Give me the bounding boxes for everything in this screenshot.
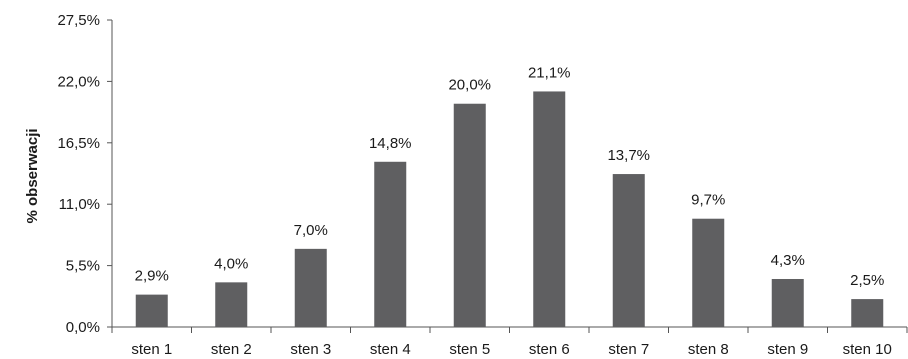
bars bbox=[135, 91, 884, 328]
bar bbox=[771, 278, 804, 327]
bar bbox=[374, 161, 407, 327]
bar bbox=[533, 91, 566, 328]
x-tick-label: sten 2 bbox=[211, 341, 252, 358]
x-tick-label: sten 10 bbox=[843, 341, 892, 358]
bar bbox=[692, 218, 725, 327]
data-label: 4,3% bbox=[771, 252, 805, 269]
bar bbox=[215, 282, 248, 327]
data-labels: 2,9% 4,0% 7,0% 14,8% 20,0% 21,1% 13,7% 9,7% 4,3%… bbox=[135, 64, 885, 289]
data-label: 13,7% bbox=[607, 147, 650, 164]
bar bbox=[612, 174, 645, 327]
y-axis: 0,0% 5,5% 11,0% 16,5% 22,0% 27,5% bbox=[57, 12, 113, 336]
data-label: 21,1% bbox=[528, 64, 571, 81]
data-label: 14,8% bbox=[369, 135, 412, 152]
y-axis-title: % obserwacji bbox=[24, 128, 41, 223]
y-tick-label: 5,5% bbox=[66, 258, 100, 275]
y-tick-label: 0,0% bbox=[66, 319, 100, 336]
bar bbox=[135, 294, 168, 327]
data-label: 9,7% bbox=[691, 192, 725, 209]
data-label: 4,0% bbox=[214, 255, 248, 272]
y-tick-label: 27,5% bbox=[57, 12, 100, 29]
bar bbox=[851, 299, 884, 327]
y-tick-label: 16,5% bbox=[57, 135, 100, 152]
data-label: 2,9% bbox=[135, 268, 169, 285]
x-tick-label: sten 7 bbox=[608, 341, 649, 358]
x-tick-label: sten 4 bbox=[370, 341, 411, 358]
data-label: 2,5% bbox=[850, 272, 884, 289]
x-tick-label: sten 8 bbox=[688, 341, 729, 358]
data-label: 20,0% bbox=[448, 77, 491, 94]
bar bbox=[294, 248, 327, 327]
x-tick-label: sten 5 bbox=[449, 341, 490, 358]
data-label: 7,0% bbox=[294, 222, 328, 239]
x-tick-label: sten 1 bbox=[131, 341, 172, 358]
x-tick-label: sten 9 bbox=[767, 341, 808, 358]
y-tick-label: 22,0% bbox=[57, 73, 100, 90]
x-tick-label: sten 6 bbox=[529, 341, 570, 358]
y-tick-label: 11,0% bbox=[59, 196, 100, 213]
bar bbox=[453, 103, 486, 328]
x-tick-label: sten 3 bbox=[290, 341, 331, 358]
x-axis: sten 1 sten 2 sten 3 sten 4 sten 5 sten 6 sten… bbox=[111, 326, 908, 358]
